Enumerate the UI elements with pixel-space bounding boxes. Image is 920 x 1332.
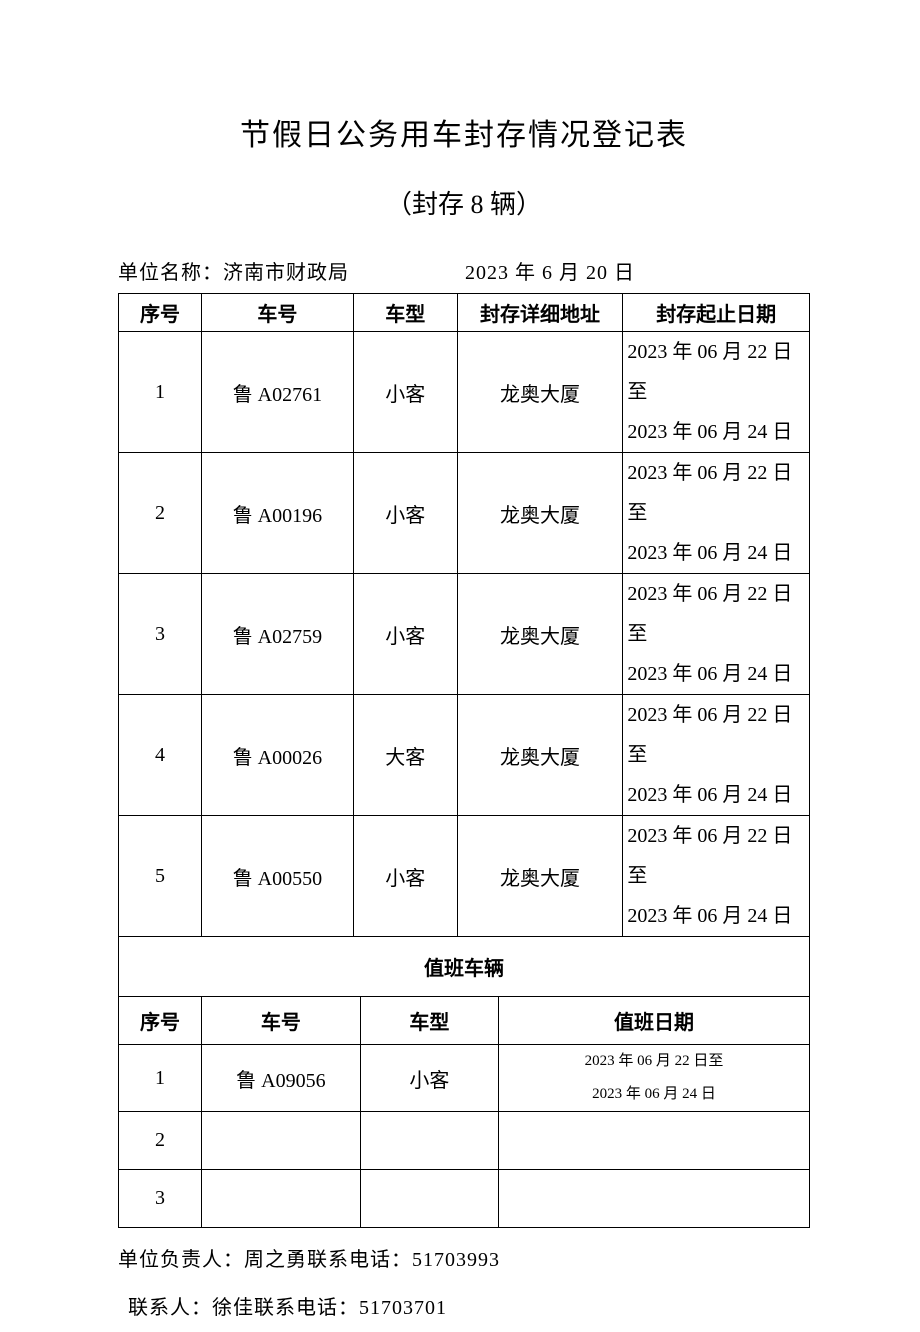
- cell-type: 小客: [353, 332, 457, 453]
- cell-addr: 龙奥大厦: [457, 453, 623, 574]
- document-date: 2023 年 6 月 20 日: [465, 256, 635, 285]
- date-to: 2023 年 06 月 24 日: [627, 905, 792, 927]
- contact-person: 联系人：徐佳联系电话：51703701: [118, 1284, 810, 1332]
- cell-dates: 2023 年 06 月 22 日至 2023 年 06 月 24 日: [623, 332, 810, 453]
- cell-plate: 鲁 A00196: [201, 453, 353, 574]
- cell-dates: 2023 年 06 月 22 日至 2023 年 06 月 24 日: [623, 453, 810, 574]
- table-row: 2: [119, 1112, 810, 1170]
- cell-plate: [201, 1170, 360, 1228]
- cell-seq: 2: [119, 1112, 202, 1170]
- cell-dates: 2023 年 06 月 22 日至 2023 年 06 月 24 日: [499, 1045, 810, 1112]
- cell-plate: [201, 1112, 360, 1170]
- table-header-row: 序号 车号 车型 值班日期: [119, 997, 810, 1045]
- duty-vehicles-table: 序号 车号 车型 值班日期 1 鲁 A09056 小客 2023 年 06 月 …: [118, 996, 810, 1228]
- col-dates: 封存起止日期: [623, 294, 810, 332]
- cell-addr: 龙奥大厦: [457, 332, 623, 453]
- cell-plate: 鲁 A00550: [201, 816, 353, 937]
- col-seq: 序号: [119, 294, 202, 332]
- cell-addr: 龙奥大厦: [457, 816, 623, 937]
- col-addr: 封存详细地址: [457, 294, 623, 332]
- page-container: 节假日公务用车封存情况登记表 （封存 8 辆） 单位名称：济南市财政局 2023…: [0, 0, 920, 1332]
- org-name: 济南市财政局: [223, 262, 349, 284]
- cell-type: 小客: [360, 1045, 498, 1112]
- date-from: 2023 年 06 月 22 日至: [627, 341, 792, 403]
- responsible-person: 单位负责人：周之勇联系电话：51703993: [118, 1236, 810, 1284]
- section-divider-row: 值班车辆: [119, 937, 810, 997]
- date-to: 2023 年 06 月 24 日: [627, 784, 792, 806]
- cell-plate: 鲁 A02761: [201, 332, 353, 453]
- cell-seq: 1: [119, 332, 202, 453]
- cell-type: 小客: [353, 816, 457, 937]
- cell-type: [360, 1112, 498, 1170]
- col-type: 车型: [360, 997, 498, 1045]
- date-to: 2023 年 06 月 24 日: [627, 542, 792, 564]
- date-from: 2023 年 06 月 22 日至: [627, 704, 792, 766]
- date-from: 2023 年 06 月 22 日至: [627, 583, 792, 645]
- table-row: 2 鲁 A00196 小客 龙奥大厦 2023 年 06 月 22 日至2023…: [119, 453, 810, 574]
- cell-seq: 4: [119, 695, 202, 816]
- date-from: 2023 年 06 月 22 日至: [627, 462, 792, 524]
- table-row: 3: [119, 1170, 810, 1228]
- footer: 单位负责人：周之勇联系电话：51703993 联系人：徐佳联系电话：517037…: [118, 1236, 810, 1332]
- cell-seq: 3: [119, 1170, 202, 1228]
- col-plate: 车号: [201, 294, 353, 332]
- cell-dates: [499, 1112, 810, 1170]
- org-label: 单位名称：: [118, 256, 223, 285]
- date-to: 2023 年 06 月 24 日: [592, 1086, 716, 1102]
- cell-seq: 3: [119, 574, 202, 695]
- document-subtitle: （封存 8 辆）: [118, 184, 810, 221]
- cell-addr: 龙奥大厦: [457, 695, 623, 816]
- cell-addr: 龙奥大厦: [457, 574, 623, 695]
- cell-type: 大客: [353, 695, 457, 816]
- cell-seq: 2: [119, 453, 202, 574]
- table-row: 4 鲁 A00026 大客 龙奥大厦 2023 年 06 月 22 日至2023…: [119, 695, 810, 816]
- col-seq: 序号: [119, 997, 202, 1045]
- table-row: 5 鲁 A00550 小客 龙奥大厦 2023 年 06 月 22 日至2023…: [119, 816, 810, 937]
- cell-type: [360, 1170, 498, 1228]
- table-row: 3 鲁 A02759 小客 龙奥大厦 2023 年 06 月 22 日至2023…: [119, 574, 810, 695]
- duty-section-title: 值班车辆: [119, 937, 810, 997]
- cell-dates: 2023 年 06 月 22 日至 2023 年 06 月 24 日: [623, 574, 810, 695]
- cell-plate: 鲁 A00026: [201, 695, 353, 816]
- cell-seq: 5: [119, 816, 202, 937]
- cell-dates: 2023 年 06 月 22 日至 2023 年 06 月 24 日: [623, 816, 810, 937]
- table-row: 1 鲁 A09056 小客 2023 年 06 月 22 日至2023 年 06…: [119, 1045, 810, 1112]
- date-to: 2023 年 06 月 24 日: [627, 421, 792, 443]
- cell-dates: 2023 年 06 月 22 日至 2023 年 06 月 24 日: [623, 695, 810, 816]
- date-from: 2023 年 06 月 22 日至: [585, 1053, 724, 1069]
- date-from: 2023 年 06 月 22 日至: [627, 825, 792, 887]
- meta-row: 单位名称：济南市财政局 2023 年 6 月 20 日: [118, 256, 810, 285]
- sealed-vehicles-table: 序号 车号 车型 封存详细地址 封存起止日期 1 鲁 A02761 小客 龙奥大…: [118, 293, 810, 997]
- cell-plate: 鲁 A09056: [201, 1045, 360, 1112]
- col-type: 车型: [353, 294, 457, 332]
- cell-type: 小客: [353, 574, 457, 695]
- cell-seq: 1: [119, 1045, 202, 1112]
- col-plate: 车号: [201, 997, 360, 1045]
- col-dates: 值班日期: [499, 997, 810, 1045]
- cell-type: 小客: [353, 453, 457, 574]
- date-to: 2023 年 06 月 24 日: [627, 663, 792, 685]
- table-header-row: 序号 车号 车型 封存详细地址 封存起止日期: [119, 294, 810, 332]
- table-row: 1 鲁 A02761 小客 龙奥大厦 2023 年 06 月 22 日至2023…: [119, 332, 810, 453]
- cell-plate: 鲁 A02759: [201, 574, 353, 695]
- cell-dates: [499, 1170, 810, 1228]
- document-title: 节假日公务用车封存情况登记表: [118, 110, 810, 154]
